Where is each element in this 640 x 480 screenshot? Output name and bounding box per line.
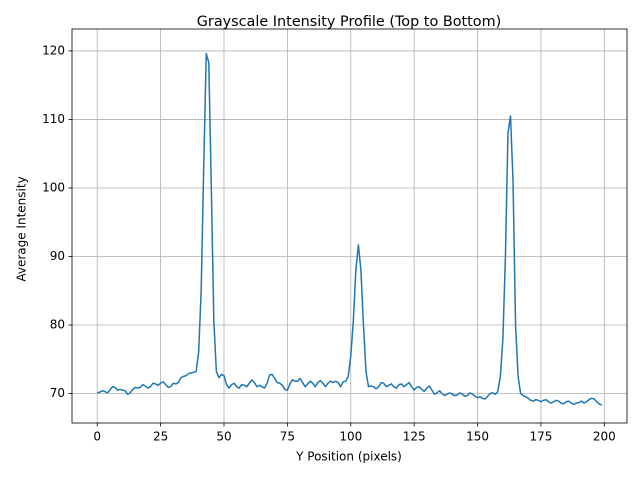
y-axis-label: Average Intensity [15, 176, 29, 281]
y-tick-label: 100 [42, 180, 65, 194]
data-line [97, 52, 603, 406]
plot-frame [71, 28, 628, 424]
x-tick-label: 0 [93, 430, 101, 444]
y-tick-label: 110 [42, 112, 65, 126]
y-tick-label: 120 [42, 43, 65, 57]
chart-title: Grayscale Intensity Profile (Top to Bott… [197, 14, 501, 30]
x-tick-label: 125 [403, 430, 426, 444]
y-tick-label: 80 [50, 318, 65, 332]
y-tick-label: 90 [50, 249, 65, 263]
y-tick-label: 70 [50, 386, 65, 400]
x-axis-label: Y Position (pixels) [295, 450, 402, 464]
x-tick-label: 25 [153, 430, 168, 444]
x-tick-label: 50 [216, 430, 231, 444]
x-tick-label: 175 [529, 430, 552, 444]
x-tick-label: 200 [593, 430, 616, 444]
x-tick-label: 100 [339, 430, 362, 444]
x-tick-label: 150 [466, 430, 489, 444]
x-tick-label: 75 [280, 430, 295, 444]
